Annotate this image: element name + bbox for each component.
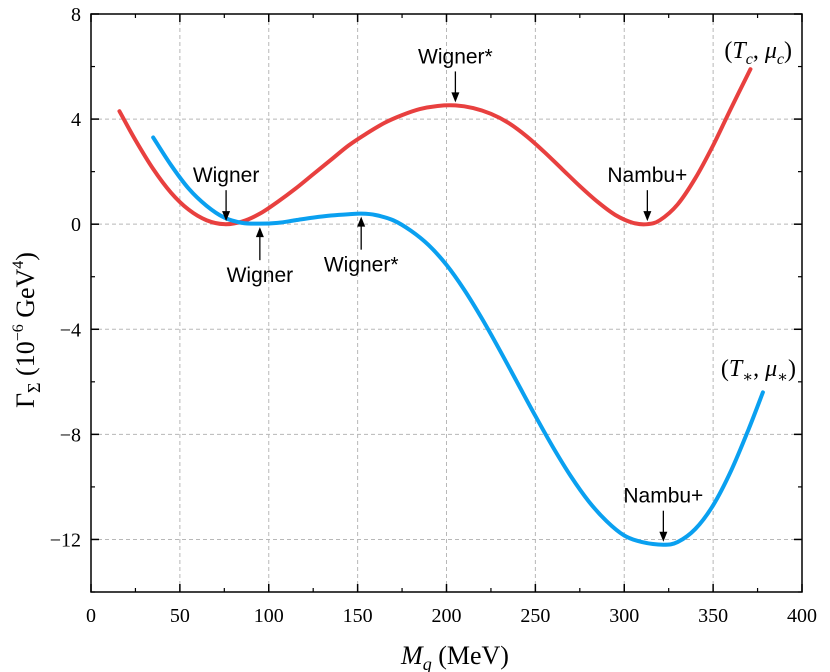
x-tick-label: 350 [698, 605, 728, 627]
y-tick-label: 4 [71, 109, 81, 131]
y-tick-label: 8 [71, 4, 81, 26]
y-tick-label: 0 [71, 214, 81, 236]
annotation-label: Wigner* [418, 45, 493, 68]
x-axis-title: Mq (MeV) [400, 641, 509, 672]
series-line-red [117, 67, 753, 227]
annotation-arrowhead [643, 211, 652, 222]
series-label-blue: (T∗, μ∗) [721, 356, 796, 386]
y-tick-label: −8 [60, 424, 81, 446]
y-axis-title: ΓΣ (10−6 GeV4) [10, 252, 44, 408]
annotation-label: Wigner [227, 264, 294, 287]
annotations: Wigner Wigner Wigner* Wigner* Nambu+ Nambu+ [193, 45, 703, 542]
ticks: 0 50 100 150 200 250 300 350 400 −12 −8 −4 0 4 8 [50, 4, 817, 627]
annotation-arrowhead [659, 531, 668, 542]
annotation-label: Nambu+ [607, 164, 687, 187]
x-tick-label: 400 [787, 605, 817, 627]
series-line-blue [151, 135, 765, 547]
x-tick-label: 100 [254, 605, 284, 627]
annotation-arrowhead [451, 92, 460, 103]
x-tick-label: 150 [343, 605, 373, 627]
annotation-label: Wigner [193, 164, 260, 187]
annotation-arrowhead [222, 211, 231, 222]
x-tick-label: 200 [432, 605, 462, 627]
x-tick-label: 0 [86, 605, 96, 627]
x-tick-label: 250 [520, 605, 550, 627]
y-tick-label: −4 [60, 319, 81, 341]
annotation-arrowhead [357, 216, 366, 227]
annotation-label: Wigner* [324, 254, 399, 277]
annotation-arrowhead [255, 227, 264, 238]
series-label-red: (Tc, μc) [724, 38, 792, 68]
grid [91, 14, 802, 592]
x-tick-label: 50 [170, 605, 190, 627]
y-tick-label: −12 [50, 529, 81, 551]
x-tick-label: 300 [609, 605, 639, 627]
curves [117, 67, 765, 547]
annotation-label: Nambu+ [623, 485, 703, 508]
